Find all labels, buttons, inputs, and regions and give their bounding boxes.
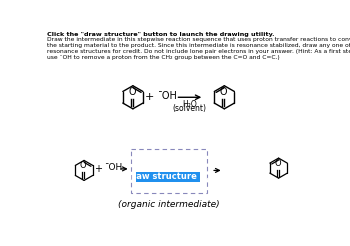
Text: ¯OH: ¯OH (158, 91, 177, 101)
Text: O: O (274, 159, 281, 168)
Text: Draw the intermediate in this stepwise reaction sequence that uses proton transf: Draw the intermediate in this stepwise r… (47, 37, 350, 60)
Text: +: + (94, 164, 102, 174)
Text: +: + (145, 92, 155, 102)
Text: O: O (128, 87, 136, 97)
Text: (solvent): (solvent) (173, 104, 207, 113)
FancyBboxPatch shape (136, 172, 200, 182)
Text: (organic intermediate): (organic intermediate) (118, 200, 220, 209)
Text: ¯OH: ¯OH (104, 163, 122, 172)
Text: draw structure ...: draw structure ... (126, 172, 210, 182)
Text: Click the "draw structure" button to launch the drawing utility.: Click the "draw structure" button to lau… (47, 32, 274, 37)
FancyBboxPatch shape (131, 149, 206, 193)
Text: O: O (220, 87, 227, 97)
Text: O: O (80, 161, 86, 170)
Text: H₂O: H₂O (182, 100, 197, 108)
